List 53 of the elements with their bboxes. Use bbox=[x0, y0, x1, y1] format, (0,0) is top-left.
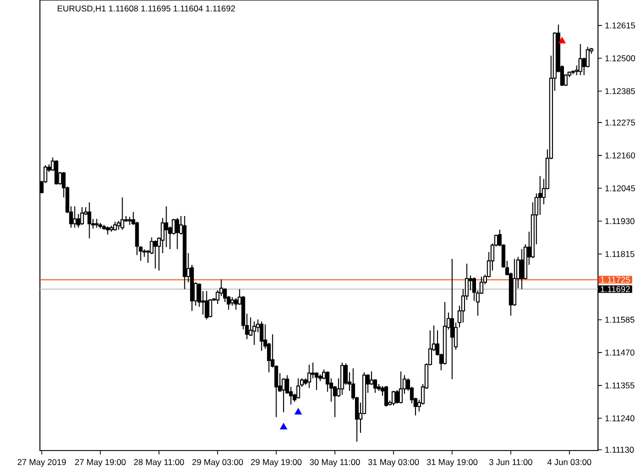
candlestick bbox=[398, 370, 403, 404]
ref-line-label: 1.11692 bbox=[600, 286, 630, 292]
x-tick-label: 29 May 19:00 bbox=[251, 459, 302, 467]
y-tick-label: 1.11930 bbox=[605, 218, 634, 224]
y-tick-label: 1.11470 bbox=[605, 350, 634, 356]
candlestick bbox=[450, 258, 454, 380]
candlestick bbox=[164, 206, 168, 248]
candlestick bbox=[520, 248, 524, 290]
y-tick-label: 1.11815 bbox=[605, 250, 634, 257]
y-tick-label: 1.12045 bbox=[605, 185, 636, 192]
candlestick bbox=[307, 364, 312, 388]
y-tick-label: 1.12160 bbox=[605, 152, 636, 158]
candlestick bbox=[296, 378, 300, 399]
x-tick-label: 27 May 19:00 bbox=[75, 459, 126, 467]
candlestick bbox=[370, 370, 374, 386]
x-tick-label: 31 May 19:00 bbox=[426, 459, 478, 467]
x-tick-label: 28 May 11:00 bbox=[134, 459, 184, 467]
x-tick-label: 4 Jun 03:00 bbox=[547, 459, 592, 466]
x-tick-label: 3 Jun 11:00 bbox=[489, 459, 532, 466]
candlestick bbox=[252, 320, 256, 346]
y-tick-label: 1.12615 bbox=[605, 22, 636, 28]
candlestick bbox=[384, 385, 388, 407]
y-tick-label: 1.12385 bbox=[605, 88, 636, 94]
candlestick bbox=[175, 217, 180, 250]
candlestick bbox=[120, 196, 124, 230]
x-tick-label: 30 May 11:00 bbox=[310, 459, 360, 467]
y-tick-label: 1.12500 bbox=[605, 55, 636, 62]
candlestick bbox=[153, 240, 158, 269]
candlestick bbox=[311, 362, 315, 379]
candlestick bbox=[87, 202, 92, 239]
candlestick bbox=[395, 389, 400, 404]
candlestick bbox=[72, 206, 77, 228]
x-tick-label: 29 May 03:00 bbox=[192, 459, 243, 467]
point bbox=[280, 422, 288, 430]
candlestick bbox=[234, 297, 238, 310]
candlestick bbox=[204, 290, 209, 320]
candlestick bbox=[578, 43, 582, 76]
y-tick-label: 1.11240 bbox=[605, 415, 634, 422]
ref-line-label: 1.11725 bbox=[600, 276, 630, 283]
candlestick bbox=[340, 362, 344, 396]
point bbox=[294, 408, 302, 414]
y-tick-label: 1.11130 bbox=[605, 446, 634, 453]
candlestick bbox=[260, 320, 264, 352]
candlestick bbox=[80, 206, 84, 226]
text: EURUSD,H1 1.11608 1.11695 1.11604 1.11692 bbox=[58, 5, 235, 12]
x-tick-label: 31 May 03:00 bbox=[368, 459, 419, 467]
candlestick bbox=[54, 160, 58, 185]
x-tick-label: 27 May 2019 bbox=[18, 459, 66, 467]
y-tick-label: 1.11355 bbox=[605, 382, 634, 388]
y-tick-label: 1.12275 bbox=[605, 120, 636, 126]
point bbox=[558, 36, 566, 44]
y-tick-label: 1.11585 bbox=[605, 316, 634, 323]
candlestick bbox=[392, 390, 396, 406]
